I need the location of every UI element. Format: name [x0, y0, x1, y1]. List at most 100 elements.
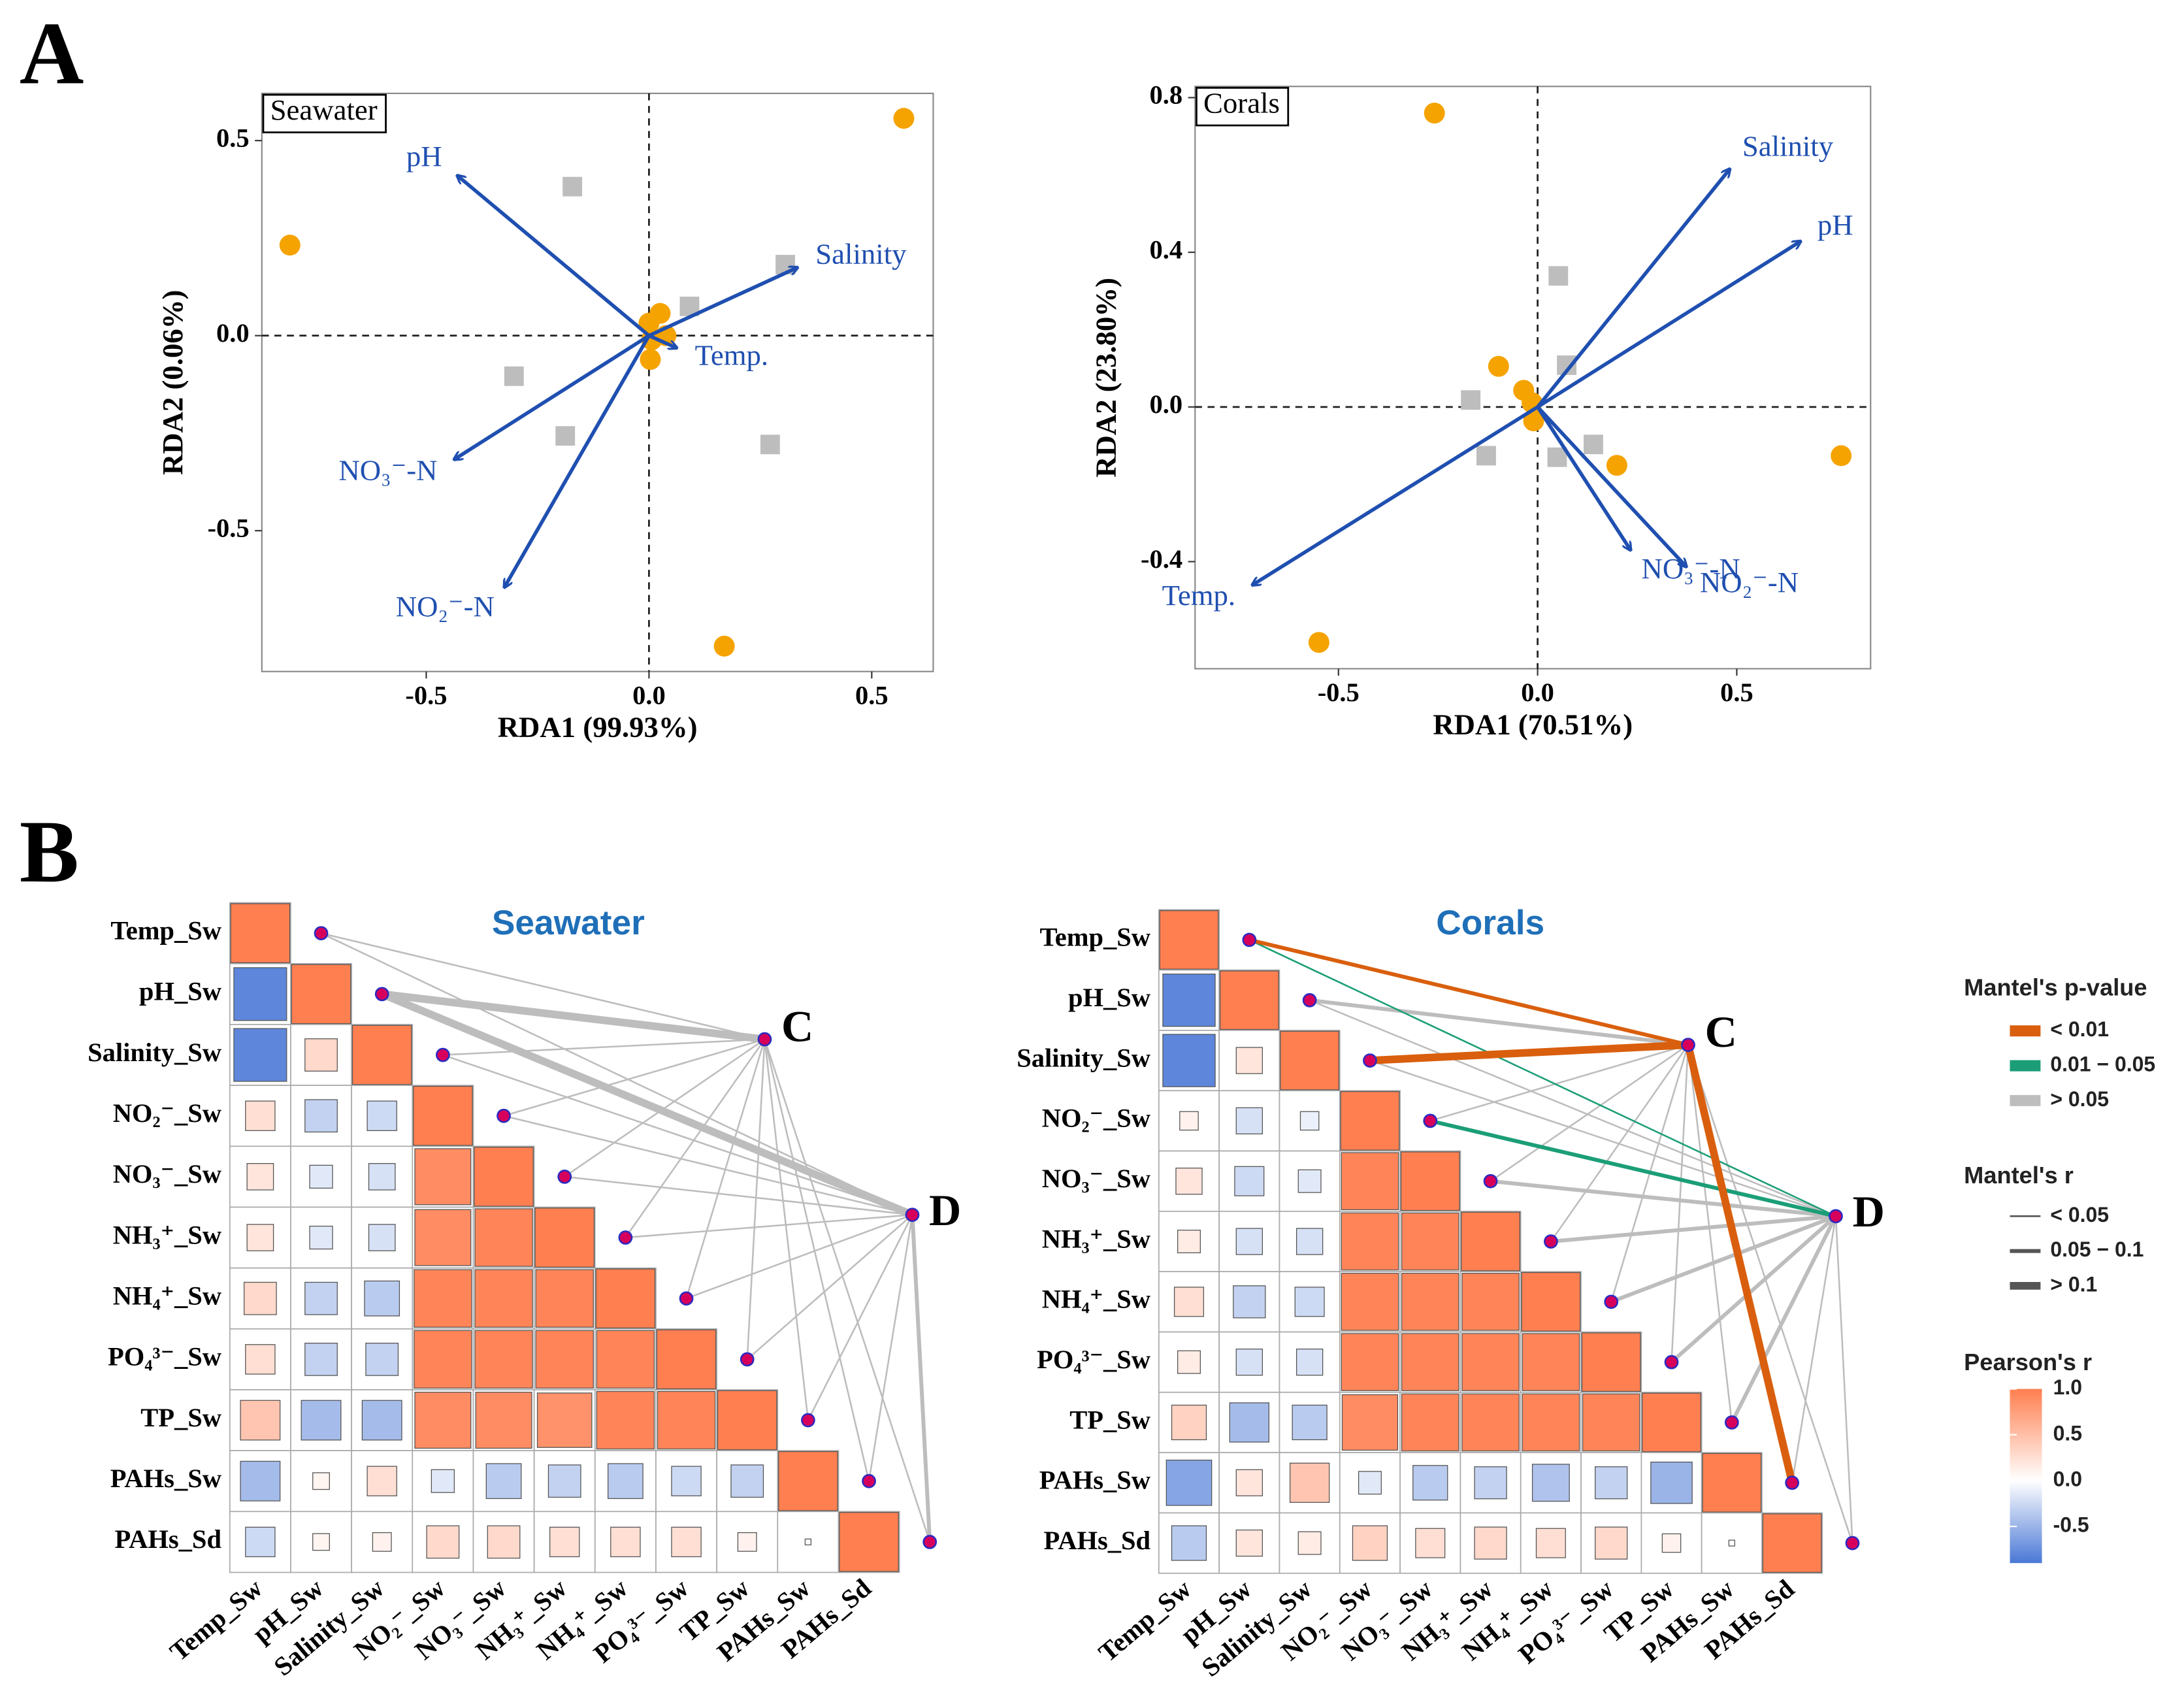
mantel-link [1670, 1215, 1837, 1364]
mantel-link [321, 932, 765, 1040]
corr-square [1235, 1228, 1263, 1255]
mantel-link [1429, 1119, 1836, 1219]
group-node [1681, 1038, 1695, 1052]
arrow [1536, 169, 1730, 408]
mantel-link [1490, 1044, 1689, 1182]
point [1424, 103, 1445, 124]
legend-title: Mantel's p-value [1964, 974, 2147, 1000]
row-label: Temp_Sw [1039, 923, 1150, 952]
y-axis-label: RDA2 (0.06%) [156, 290, 189, 475]
corr-square [1177, 1350, 1201, 1374]
corr-square [1531, 1464, 1570, 1502]
corr-square [1728, 1539, 1735, 1547]
arrow-label: Salinity [1742, 130, 1834, 163]
row-label: PAHs_Sw [110, 1464, 222, 1493]
mantel-link [442, 1054, 913, 1216]
corr-square [309, 1225, 333, 1250]
corr-square [1219, 970, 1279, 1030]
x-axis-label: RDA1 (70.51%) [1433, 708, 1633, 740]
corr-square [474, 1330, 533, 1389]
corr-square [1581, 1332, 1641, 1392]
point [279, 235, 301, 256]
corr-square [364, 1280, 400, 1317]
corr-square [1171, 1404, 1207, 1441]
corr-square [1297, 1169, 1322, 1193]
corr-square [485, 1463, 522, 1500]
x-axis-label: RDA1 (99.93%) [498, 711, 698, 744]
point [760, 435, 780, 455]
row-label: TP_Sw [1069, 1405, 1151, 1434]
corr-square [1401, 1393, 1459, 1452]
mantel-link [1248, 938, 1689, 1047]
corr-square [233, 1028, 287, 1082]
mantel-link [382, 990, 766, 1043]
corr-square [1165, 1459, 1213, 1506]
arrow [1252, 405, 1539, 585]
mantel-link [764, 1039, 870, 1482]
group-label: D [1853, 1187, 1885, 1236]
corr-square [304, 1038, 338, 1072]
corr-square [414, 1269, 472, 1328]
group-node [1829, 1209, 1843, 1224]
mantel-link [564, 1175, 913, 1216]
row-label: Salinity_Sw [1017, 1043, 1151, 1072]
corr-square [778, 1451, 838, 1511]
corr-square [657, 1390, 716, 1450]
corr-square [1400, 1151, 1460, 1211]
corr-square [1235, 1469, 1263, 1496]
corr-square [1650, 1461, 1693, 1504]
corr-square [656, 1329, 717, 1390]
legend-title: Mantel's r [1964, 1162, 2074, 1189]
corr-square [1235, 1107, 1263, 1135]
corr-square [1173, 1287, 1205, 1317]
corr-square [1280, 1030, 1340, 1091]
corr-square [351, 1025, 412, 1085]
corr-square [304, 1099, 338, 1133]
corr-square [549, 1526, 580, 1558]
legend-title: Pearson's r [1964, 1349, 2092, 1375]
corr-square [414, 1330, 472, 1389]
corr-square [610, 1526, 641, 1558]
corr-square [671, 1466, 702, 1496]
arrow [504, 335, 651, 588]
corr-square [301, 1400, 342, 1441]
x-tick-label: 0.0 [1521, 678, 1554, 707]
corr-square [536, 1392, 593, 1448]
plot-frame [261, 92, 934, 672]
mantel-link [686, 1213, 913, 1300]
corr-square [1233, 1285, 1266, 1319]
corr-square [361, 1400, 402, 1441]
corr-square [1162, 974, 1216, 1027]
corr-square [1595, 1466, 1628, 1500]
corr-square [245, 1344, 276, 1375]
corr-square [1289, 1462, 1330, 1503]
corr-square [1229, 1402, 1269, 1443]
corr-square [1234, 1166, 1265, 1196]
corr-square [487, 1525, 521, 1559]
corr-square [534, 1207, 595, 1268]
plot-title: Corals [1203, 86, 1280, 119]
arrow-label: Temp. [695, 339, 768, 372]
heatmap-title: Corals [1436, 904, 1544, 942]
variable-node [1302, 993, 1317, 1008]
corr-square [1235, 1529, 1263, 1557]
title-box [262, 93, 387, 134]
mantel-link [807, 1214, 913, 1421]
corr-square [304, 1342, 338, 1376]
corr-square [240, 1460, 281, 1502]
corr-square [1296, 1348, 1324, 1376]
corr-square [1341, 1394, 1399, 1451]
corr-square [1412, 1465, 1448, 1501]
corr-square [245, 1526, 276, 1558]
corr-square [414, 1148, 472, 1206]
column-label: Temp_Sw [164, 1573, 268, 1667]
variable-node [862, 1473, 876, 1488]
legend-label: < 0.01 [2050, 1017, 2109, 1041]
x-tick-label: -0.5 [405, 681, 447, 710]
panel-label: A [20, 3, 84, 103]
corr-square [1340, 1091, 1400, 1151]
corr-square [547, 1464, 581, 1498]
point [1584, 435, 1603, 455]
cell [290, 1511, 352, 1573]
variable-node [436, 1047, 450, 1062]
